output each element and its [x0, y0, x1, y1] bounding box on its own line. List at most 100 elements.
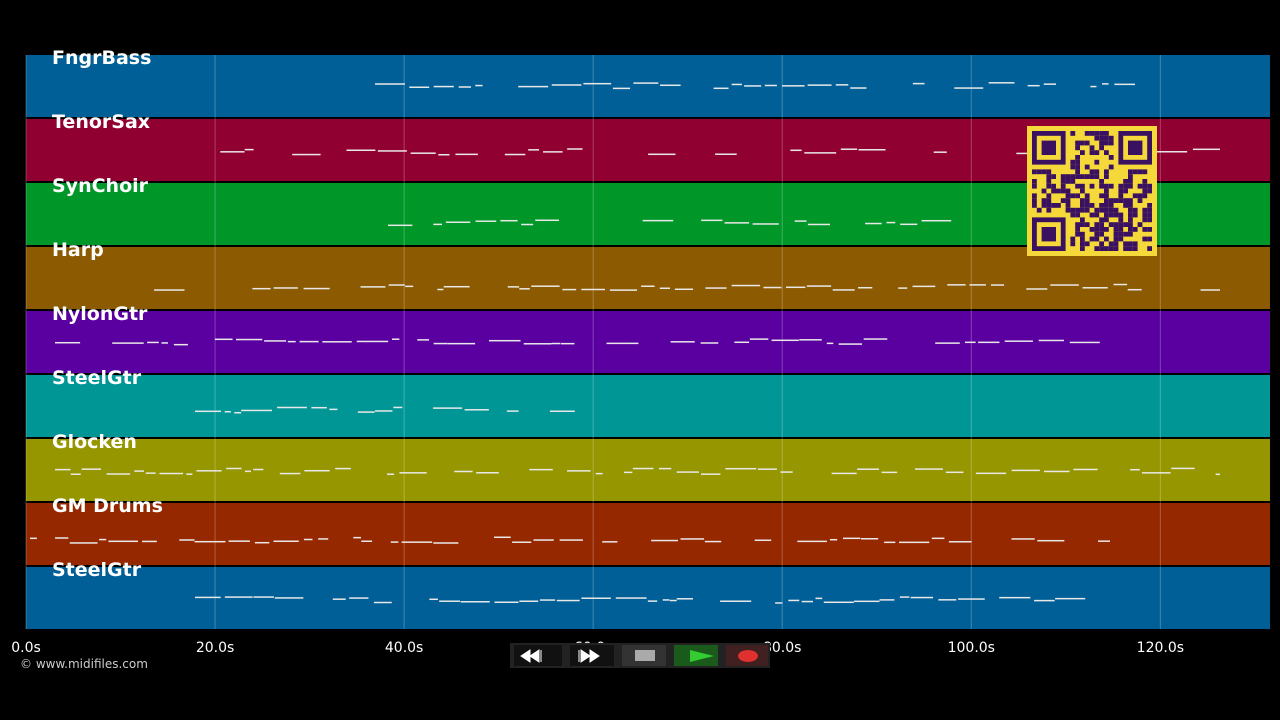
note [374, 410, 393, 412]
track-name: FngrBass [52, 47, 151, 69]
qr-module [1075, 193, 1080, 199]
qr-module [1084, 193, 1090, 199]
note [361, 540, 373, 542]
qr-module [1070, 207, 1076, 213]
qr-module [1142, 227, 1148, 232]
note [1073, 468, 1098, 471]
qr-module [1147, 246, 1152, 251]
rewind-icon [520, 649, 542, 663]
note [790, 149, 802, 152]
qr-module [1104, 246, 1109, 251]
note [1090, 85, 1097, 88]
note [1011, 538, 1035, 540]
note [1026, 288, 1048, 290]
qr-module [1084, 203, 1090, 208]
note [353, 536, 362, 539]
note [69, 542, 98, 544]
track-lane [26, 503, 1270, 565]
qr-module [1075, 183, 1080, 189]
note [533, 539, 554, 541]
note [583, 82, 612, 85]
qr-module [1099, 145, 1104, 151]
note [658, 467, 672, 470]
note [99, 538, 107, 541]
note [539, 599, 556, 601]
qr-module [1099, 140, 1104, 146]
qr-module [1142, 212, 1148, 218]
qr-module [1084, 140, 1090, 146]
rewind-button[interactable] [514, 645, 562, 666]
note [933, 151, 947, 153]
note [108, 540, 139, 543]
note [806, 285, 832, 287]
note [857, 468, 879, 470]
qr-module [1075, 155, 1080, 160]
note [494, 601, 519, 604]
note [273, 287, 298, 289]
track-name: SteelGtr [52, 367, 142, 389]
qr-module [1147, 203, 1152, 208]
note [807, 84, 832, 86]
qr-module [1080, 198, 1085, 203]
note [914, 468, 943, 470]
note [460, 601, 490, 603]
note [1102, 83, 1109, 85]
note [244, 470, 251, 473]
note [990, 284, 1005, 286]
qr-module [1104, 193, 1109, 199]
qr-module [1032, 198, 1037, 203]
note [179, 539, 195, 541]
qr-module [1128, 246, 1133, 251]
note [676, 598, 693, 600]
stop-button[interactable] [622, 645, 666, 666]
qr-module [1104, 183, 1109, 189]
note [253, 596, 274, 598]
note [445, 221, 471, 223]
qr-module [1113, 207, 1119, 213]
qr-module [1041, 203, 1047, 208]
note [757, 468, 777, 470]
note [518, 85, 549, 88]
note [159, 472, 184, 475]
note [454, 470, 473, 473]
track-lane [26, 439, 1270, 501]
note [850, 87, 867, 89]
note [978, 341, 1000, 344]
note [556, 599, 580, 602]
note [433, 223, 443, 226]
track-names: FngrBass TenorSax SynChoir Harp NylonGtr Stee… [52, 47, 163, 581]
note [322, 341, 352, 343]
qr-module [1084, 131, 1090, 136]
qr-module [1080, 231, 1085, 237]
note [195, 410, 222, 413]
note [562, 288, 577, 291]
tick-label: 80.0s [763, 640, 801, 656]
qr-module [1065, 188, 1071, 194]
note [842, 537, 861, 540]
qr-module [1084, 207, 1090, 213]
qr-module [1084, 174, 1090, 179]
qr-module [1094, 207, 1100, 213]
qr-module [1128, 207, 1133, 213]
qr-module [1113, 241, 1119, 247]
qr-module [1123, 188, 1128, 194]
qr-module [1084, 164, 1090, 170]
qr-module [1070, 179, 1076, 184]
note [609, 289, 638, 291]
note [279, 472, 301, 475]
qr-module [1080, 207, 1085, 213]
qr-module [1065, 179, 1071, 184]
forward-button[interactable] [570, 645, 614, 666]
play-button[interactable] [674, 645, 718, 666]
track-name: GM Drums [52, 495, 163, 517]
qr-module [1113, 212, 1119, 218]
note [55, 468, 71, 471]
qr-module [1070, 174, 1076, 179]
track-name: Harp [52, 239, 104, 261]
qr-module [1128, 174, 1133, 179]
record-button[interactable] [726, 645, 768, 666]
qr-module [1137, 169, 1143, 175]
note [437, 288, 444, 291]
note [567, 148, 583, 150]
note [858, 149, 886, 151]
